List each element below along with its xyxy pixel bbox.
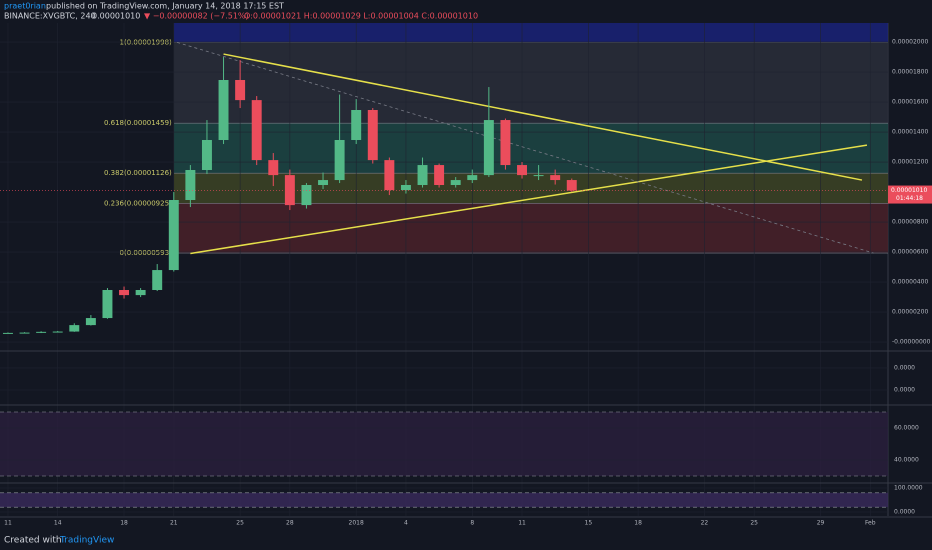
candle-body	[168, 200, 179, 271]
candle-body	[36, 331, 47, 333]
y-tick-label: 0.00002000	[892, 39, 928, 46]
candle-body	[351, 110, 362, 140]
y-tick-label: 0.0000	[894, 387, 915, 394]
candle-body	[566, 180, 577, 191]
candle-body	[69, 325, 80, 332]
fib-label: 0.618(0.00001459)	[104, 119, 172, 127]
fib-zone	[173, 123, 888, 174]
y-tick-label: 0.00001200	[892, 159, 928, 166]
x-tick-label: 28	[286, 520, 294, 527]
x-tick-label: 14	[54, 520, 62, 527]
published: published on TradingView.com, January 14…	[46, 2, 284, 11]
candle-body	[85, 318, 96, 326]
trendline	[176, 41, 874, 254]
y-tick-label: 0.00001800	[892, 69, 928, 76]
candle-body	[235, 80, 246, 101]
y-tick-label: -0.00000000	[892, 339, 931, 346]
fib-zone	[173, 42, 888, 124]
candle-body	[400, 185, 411, 191]
countdown: 01:44:18	[896, 195, 923, 202]
candle-body	[102, 290, 113, 319]
fib-label: 0.236(0.00000925)	[104, 199, 172, 207]
candle-body	[367, 110, 378, 161]
candle-body	[417, 165, 428, 185]
candle-body	[467, 175, 478, 181]
x-tick-label: 25	[750, 520, 758, 527]
candle-body	[152, 270, 163, 290]
x-tick-label: 8	[470, 520, 474, 527]
candle-body	[434, 165, 445, 185]
candle-body	[517, 165, 527, 176]
candle-body	[384, 160, 395, 191]
ohlc: O:0.00001021 H:0.00001029 L:0.00001004 C…	[244, 12, 478, 21]
x-tick-label: 21	[170, 520, 178, 527]
x-tick-label: Feb	[865, 520, 876, 527]
y-tick-label: 0.00000400	[892, 279, 928, 286]
y-tick-label: 0.00000200	[892, 309, 928, 316]
x-tick-label: 15	[585, 520, 593, 527]
candle-body	[2, 332, 13, 334]
x-tick-label: 29	[817, 520, 825, 527]
y-tick-label: 40.0000	[894, 457, 919, 464]
y-tick-label: 100.0000	[894, 485, 923, 492]
candle-body	[500, 120, 511, 166]
y-tick-label: 0.0000	[894, 508, 915, 515]
candle-body	[135, 290, 146, 296]
candle-body	[284, 175, 295, 206]
x-tick-label: 18	[634, 520, 642, 527]
y-tick-label: 0.0000	[894, 364, 915, 371]
candle-body	[450, 180, 461, 185]
candle-body	[52, 331, 63, 333]
y-tick-label: 0.00000600	[892, 249, 928, 256]
pane-band	[0, 412, 888, 476]
candle-body	[533, 175, 544, 177]
change: ▼ −0.00000082 (−7.51%)	[144, 12, 249, 21]
candle-body	[119, 290, 130, 296]
y-tick-label: 0.00000800	[892, 219, 928, 226]
y-tick-label: 0.00001600	[892, 99, 928, 106]
candle-body	[251, 100, 262, 161]
trendline	[190, 144, 868, 255]
candle-body	[218, 80, 229, 140]
pane-band	[0, 492, 888, 508]
x-tick-label: 22	[701, 520, 709, 527]
y-tick-label: 60.0000	[894, 425, 919, 432]
candle-body	[483, 120, 494, 176]
fib-top	[173, 23, 888, 43]
author[interactable]: praet0rian	[4, 2, 46, 11]
candle-body	[19, 332, 30, 334]
symbol: BINANCE:XVGBTC, 240	[4, 12, 96, 21]
x-tick-label: 18	[120, 520, 128, 527]
x-tick-label: 11	[4, 520, 12, 527]
x-tick-label: 11	[518, 520, 526, 527]
candle-body	[201, 140, 212, 170]
x-tick-label: 25	[236, 520, 244, 527]
y-tick-label: 0.00001400	[892, 129, 928, 136]
fib-label: 0.382(0.00001126)	[104, 169, 172, 177]
brand[interactable]: TradingView	[59, 536, 114, 546]
candle-body	[185, 170, 196, 200]
created: Created with	[4, 536, 62, 546]
x-tick-label: 2018	[349, 520, 364, 527]
candle-body	[268, 160, 279, 176]
price-tag-label: 0.00001010	[891, 187, 927, 194]
price-tag	[888, 185, 932, 204]
x-tick-label: 4	[404, 520, 408, 527]
fib-label: 0(0.00000593)	[120, 249, 172, 257]
candle-body	[301, 185, 312, 206]
candle-body	[334, 140, 345, 181]
candle-body	[550, 175, 561, 181]
last: 0.00001010	[92, 12, 140, 21]
candle-body	[318, 180, 329, 185]
fib-zone	[173, 203, 888, 254]
trendline	[223, 53, 863, 181]
